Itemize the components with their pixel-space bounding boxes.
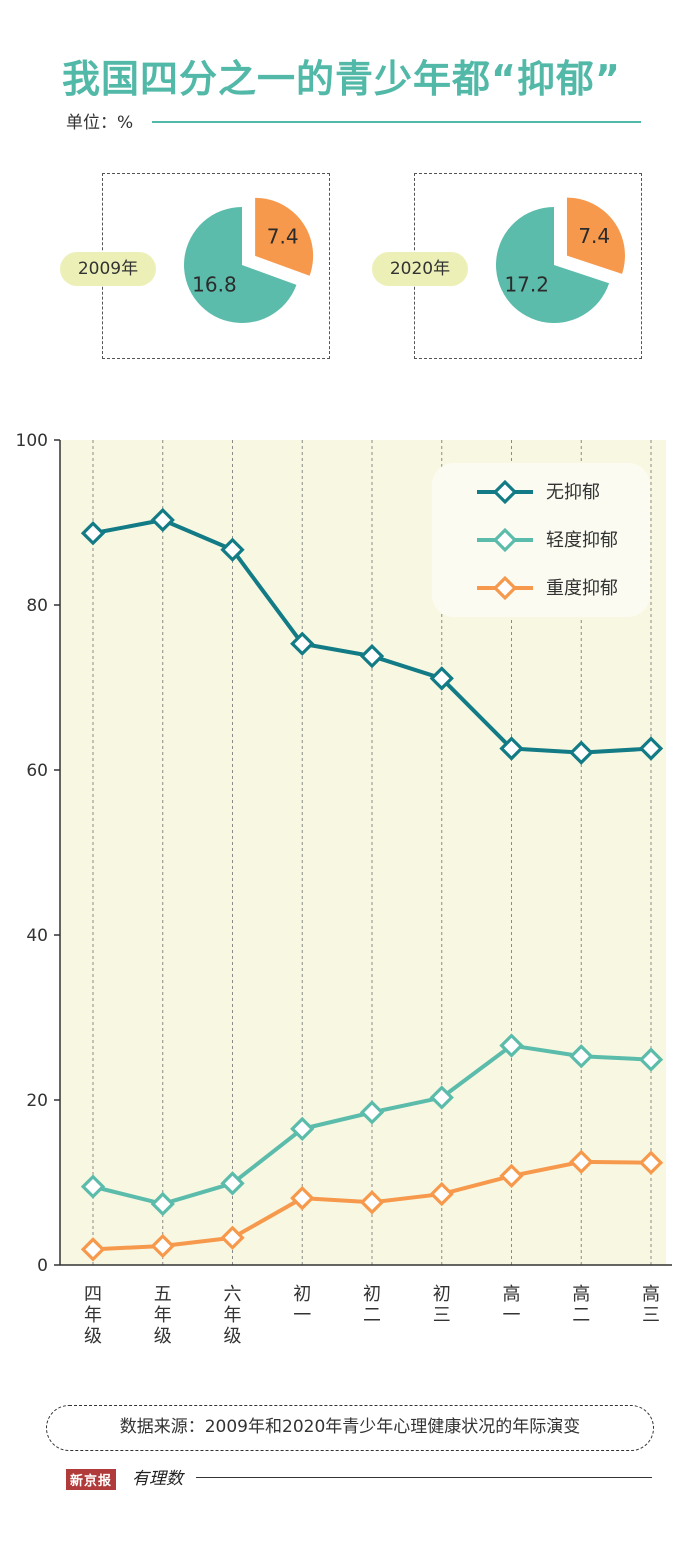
- footer: 新京报 有理数: [66, 1462, 652, 1492]
- page-title: 我国四分之一的青少年都“抑郁”: [62, 57, 621, 101]
- data-point: [569, 1149, 594, 1175]
- data-point: [290, 1186, 315, 1211]
- data-point: [569, 740, 594, 765]
- x-tick-label: 五年级: [154, 1284, 172, 1347]
- data-point: [429, 1181, 454, 1207]
- data-point: [290, 631, 315, 656]
- data-point: [150, 507, 175, 533]
- x-tick-label: 高一: [503, 1284, 521, 1326]
- pie-slice: [184, 207, 297, 323]
- y-tick-label: 0: [37, 1256, 48, 1276]
- data-point: [290, 1116, 315, 1142]
- x-tick-label: 六年级: [224, 1284, 242, 1347]
- data-point: [499, 736, 524, 761]
- footer-divider: [196, 1477, 652, 1478]
- data-point: [220, 537, 245, 562]
- data-point: [80, 521, 106, 546]
- x-tick-label: 初三: [433, 1284, 451, 1326]
- legend-marker: [492, 479, 518, 505]
- unit-divider: [152, 121, 641, 123]
- data-point: [429, 666, 454, 691]
- legend-label: 轻度抑郁: [546, 530, 618, 551]
- data-point: [150, 1233, 175, 1259]
- year-pill-2009: 2009年: [60, 252, 156, 286]
- x-tick-label: 高二: [572, 1284, 590, 1326]
- pie-chart-2020: 7.4 17.2: [496, 197, 625, 323]
- data-point: [569, 1044, 594, 1069]
- brand-logo: 新京报: [66, 1469, 117, 1490]
- x-tick-label: 四年级: [84, 1284, 102, 1347]
- legend-label: 无抑郁: [546, 482, 600, 503]
- data-point: [359, 1190, 385, 1215]
- pie-slice: [255, 197, 314, 276]
- x-tick-label: 初一: [293, 1284, 311, 1326]
- pie-slice-label: 17.2: [504, 273, 549, 297]
- pie-slice-label: 16.8: [192, 272, 237, 296]
- x-tick-label: 高三: [642, 1284, 660, 1326]
- pie-slice: [496, 207, 610, 323]
- y-tick-label: 80: [26, 596, 48, 616]
- data-point: [359, 1100, 385, 1125]
- data-point: [359, 643, 385, 669]
- source-note: 数据来源：2009年和2020年青少年心理健康状况的年际演变: [46, 1405, 654, 1451]
- y-tick-label: 60: [26, 761, 48, 781]
- y-tick-label: 40: [26, 926, 48, 946]
- data-point: [638, 1150, 664, 1175]
- line-chart: 0 20 40 60 80 100 四年级 五年级 六年级 初一 初二 初三 高一 高二 高三 无抑郁轻度抑郁…: [16, 431, 672, 1347]
- data-point: [638, 1047, 664, 1072]
- pie-slice: [566, 197, 625, 274]
- legend-box: [432, 463, 650, 617]
- pie-chart-2009: 7.4 16.8: [184, 197, 314, 323]
- legend-label: 重度抑郁: [546, 578, 618, 599]
- y-tick-label: 20: [26, 1091, 48, 1111]
- y-tick-label: 100: [16, 431, 48, 451]
- x-tick-label: 初二: [363, 1284, 381, 1326]
- pie-slice-label: 7.4: [578, 224, 610, 248]
- data-point: [150, 1191, 175, 1217]
- legend-marker: [492, 575, 518, 601]
- data-point: [80, 1237, 106, 1262]
- brand-sub-logo: 有理数: [132, 1469, 183, 1489]
- data-point: [80, 1174, 106, 1199]
- year-pill-2020: 2020年: [372, 252, 468, 286]
- data-point: [638, 736, 664, 761]
- unit-label: 单位：%: [66, 113, 134, 133]
- data-point: [429, 1085, 454, 1110]
- legend-marker: [492, 527, 518, 553]
- pie-slice-label: 7.4: [267, 225, 299, 249]
- unit-row: 单位：%: [66, 108, 641, 134]
- data-point: [499, 1163, 524, 1189]
- data-point: [499, 1033, 524, 1058]
- data-point: [220, 1225, 245, 1250]
- data-point: [220, 1171, 245, 1196]
